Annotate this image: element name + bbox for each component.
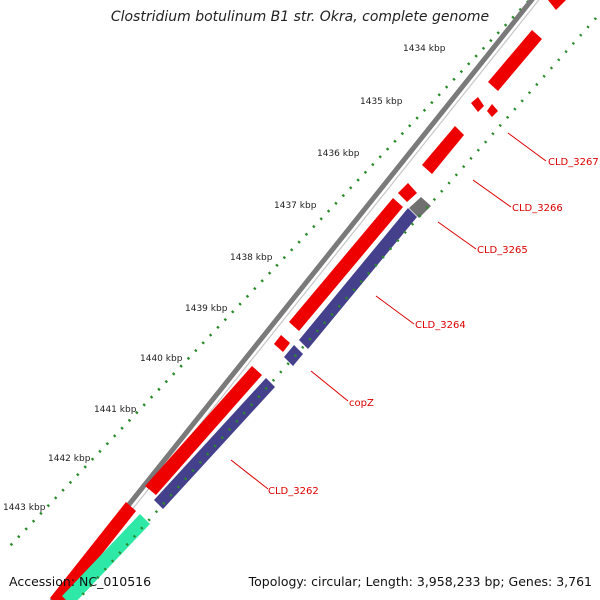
topology-text: Topology: circular; Length: 3,958,233 bp… bbox=[248, 574, 592, 589]
tick-label-1435: 1435 kbp bbox=[360, 97, 403, 107]
gene-small-1 bbox=[471, 97, 484, 112]
tick-label-1442: 1442 kbp bbox=[48, 454, 91, 464]
kbp-tick-labels: 1434 kbp 1435 kbp 1436 kbp 1437 kbp 1438… bbox=[3, 44, 446, 513]
leader-CLD_3266 bbox=[472, 179, 512, 208]
gene-copZ bbox=[274, 335, 290, 352]
gene-bottom bbox=[50, 502, 136, 600]
gene-label-CLD_3265: CLD_3265 bbox=[477, 245, 528, 256]
gene-small-2 bbox=[487, 104, 498, 117]
leader-copZ bbox=[310, 370, 349, 402]
map-title: Clostridium botulinum B1 str. Okra, comp… bbox=[110, 9, 490, 25]
gene-CLD_3264 bbox=[289, 198, 403, 331]
tick-label-1440: 1440 kbp bbox=[140, 354, 183, 364]
gene-copZ-rev bbox=[284, 345, 303, 366]
gene-gray bbox=[409, 197, 431, 218]
gene-CLD_3262-rev bbox=[154, 378, 275, 509]
tick-label-1439: 1439 kbp bbox=[185, 304, 228, 314]
gene-label-CLD_3266: CLD_3266 bbox=[512, 203, 563, 214]
tick-label-1441: 1441 kbp bbox=[94, 405, 137, 415]
tick-label-1434: 1434 kbp bbox=[403, 44, 446, 54]
gene-labels: CLD_3267 CLD_3266 CLD_3265 CLD_3264 copZ… bbox=[268, 157, 599, 497]
gene-label-CLD_3267: CLD_3267 bbox=[548, 157, 599, 168]
outer-dotted-ring bbox=[7, 0, 532, 549]
tick-label-1438: 1438 kbp bbox=[230, 253, 273, 263]
gene-label-CLD_3264: CLD_3264 bbox=[415, 320, 466, 331]
backbone-line-inner bbox=[59, 0, 540, 600]
backbone-line bbox=[49, 0, 535, 600]
label-leader-lines bbox=[230, 132, 547, 490]
leader-CLD_3267 bbox=[507, 132, 547, 162]
gene-CLD_3266 bbox=[422, 126, 464, 174]
gene-label-copZ: copZ bbox=[349, 398, 374, 409]
gene-rna bbox=[62, 514, 150, 600]
tick-label-1443: 1443 kbp bbox=[3, 503, 46, 513]
gene-CLD_3267 bbox=[488, 30, 542, 91]
tick-label-1436: 1436 kbp bbox=[317, 149, 360, 159]
inner-dotted-ring bbox=[76, 17, 597, 600]
gene-label-CLD_3262: CLD_3262 bbox=[268, 486, 319, 497]
accession-text: Accession: NC_010516 bbox=[9, 574, 152, 589]
gene-CLD_3262 bbox=[145, 366, 262, 495]
gene-arrow-top bbox=[548, 0, 566, 10]
leader-CLD_3264 bbox=[375, 295, 415, 325]
leader-CLD_3262 bbox=[230, 459, 269, 490]
gene-CLD_3265 bbox=[398, 183, 417, 202]
leader-CLD_3265 bbox=[437, 221, 477, 250]
tick-label-1437: 1437 kbp bbox=[274, 201, 317, 211]
gene-CLD_3264-rev bbox=[299, 208, 417, 349]
